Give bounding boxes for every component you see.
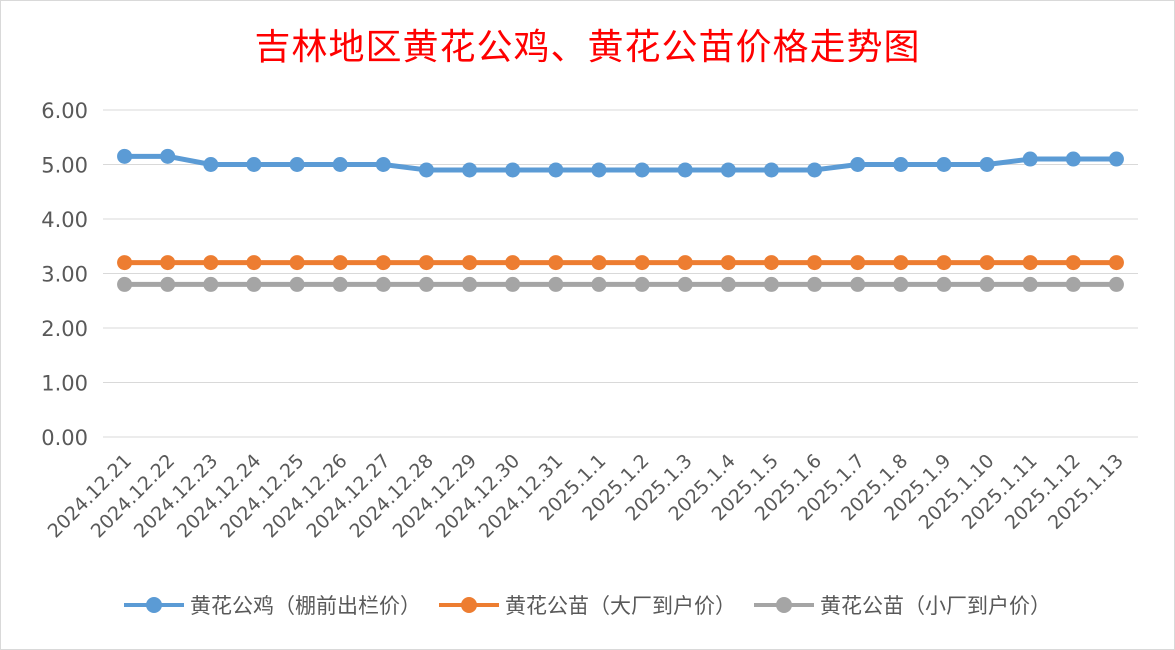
y-tick-label: 4.00 bbox=[41, 208, 88, 232]
data-point bbox=[634, 276, 650, 292]
data-point bbox=[763, 162, 779, 178]
legend-label: 黄花公苗（大厂到户价） bbox=[505, 594, 736, 618]
data-point bbox=[677, 162, 693, 178]
data-point bbox=[117, 276, 133, 292]
data-point bbox=[893, 255, 909, 271]
data-point bbox=[117, 148, 133, 164]
data-point bbox=[763, 255, 779, 271]
data-point bbox=[289, 157, 305, 172]
data-point bbox=[418, 162, 434, 178]
data-point bbox=[462, 162, 478, 178]
data-point bbox=[160, 276, 176, 292]
data-point bbox=[979, 157, 995, 172]
data-point bbox=[677, 276, 693, 292]
series-1 bbox=[117, 148, 1124, 178]
data-point bbox=[246, 157, 262, 172]
data-point bbox=[289, 276, 305, 292]
data-point bbox=[117, 255, 133, 271]
data-point bbox=[332, 255, 348, 271]
data-point bbox=[850, 276, 866, 292]
data-point bbox=[548, 162, 564, 178]
data-point bbox=[505, 276, 521, 292]
data-point bbox=[462, 255, 478, 271]
data-point bbox=[634, 255, 650, 271]
data-point bbox=[548, 255, 564, 271]
data-point bbox=[1108, 276, 1124, 292]
data-point bbox=[203, 255, 219, 271]
legend-swatch bbox=[124, 595, 184, 615]
data-point bbox=[332, 276, 348, 292]
data-point bbox=[505, 255, 521, 271]
data-point bbox=[203, 157, 219, 172]
data-point bbox=[505, 162, 521, 178]
data-point bbox=[591, 255, 607, 271]
data-point bbox=[936, 157, 952, 172]
data-point bbox=[979, 276, 995, 292]
data-point bbox=[160, 255, 176, 271]
data-point bbox=[677, 255, 693, 271]
chart-title: 吉林地区黄花公鸡、黄花公苗价格走势图 bbox=[254, 27, 921, 68]
data-point bbox=[893, 157, 909, 172]
data-point bbox=[1022, 255, 1038, 271]
legend-item: 黄花公鸡（棚前出栏价） bbox=[124, 590, 421, 620]
legend-item: 黄花公苗（大厂到户价） bbox=[439, 590, 736, 620]
data-point bbox=[462, 276, 478, 292]
series-3 bbox=[117, 276, 1124, 292]
legend-swatch bbox=[754, 595, 814, 615]
data-point bbox=[850, 157, 866, 172]
data-point bbox=[720, 276, 736, 292]
data-point bbox=[591, 276, 607, 292]
data-point bbox=[893, 276, 909, 292]
data-point bbox=[1022, 151, 1038, 167]
data-point bbox=[936, 255, 952, 271]
data-point bbox=[807, 255, 823, 271]
data-point bbox=[1065, 276, 1081, 292]
data-point bbox=[160, 148, 176, 164]
legend-label: 黄花公苗（小厂到户价） bbox=[820, 594, 1051, 618]
data-point bbox=[418, 255, 434, 271]
data-point bbox=[720, 162, 736, 178]
data-point bbox=[807, 162, 823, 178]
series-line bbox=[124, 153, 1117, 173]
y-tick-label: 0.00 bbox=[41, 426, 88, 450]
series-2 bbox=[117, 255, 1124, 271]
data-point bbox=[763, 276, 779, 292]
legend-label: 黄花公鸡（棚前出栏价） bbox=[190, 594, 421, 618]
data-point bbox=[634, 162, 650, 178]
data-point bbox=[1065, 255, 1081, 271]
data-point bbox=[246, 255, 262, 271]
data-point bbox=[1065, 151, 1081, 167]
data-point bbox=[246, 276, 262, 292]
data-point bbox=[548, 276, 564, 292]
data-point bbox=[1108, 151, 1124, 167]
y-tick-label: 3.00 bbox=[41, 263, 88, 287]
data-point bbox=[375, 157, 391, 172]
data-point bbox=[1022, 276, 1038, 292]
data-point bbox=[203, 276, 219, 292]
legend-swatch bbox=[439, 595, 499, 615]
y-tick-label: 1.00 bbox=[41, 372, 88, 396]
data-point bbox=[807, 276, 823, 292]
data-point bbox=[591, 162, 607, 178]
legend-item: 黄花公苗（小厂到户价） bbox=[754, 590, 1051, 620]
data-point bbox=[936, 276, 952, 292]
y-tick-label: 6.00 bbox=[41, 99, 88, 123]
data-point bbox=[289, 255, 305, 271]
data-point bbox=[979, 255, 995, 271]
data-point bbox=[1108, 255, 1124, 271]
data-point bbox=[850, 255, 866, 271]
data-point bbox=[375, 276, 391, 292]
data-point bbox=[375, 255, 391, 271]
chart-legend: 黄花公鸡（棚前出栏价） 黄花公苗（大厂到户价） 黄花公苗（小厂到户价） bbox=[0, 588, 1175, 622]
y-tick-label: 5.00 bbox=[41, 154, 88, 178]
data-point bbox=[720, 255, 736, 271]
y-tick-label: 2.00 bbox=[41, 317, 88, 341]
data-point bbox=[418, 276, 434, 292]
data-point bbox=[332, 157, 348, 172]
